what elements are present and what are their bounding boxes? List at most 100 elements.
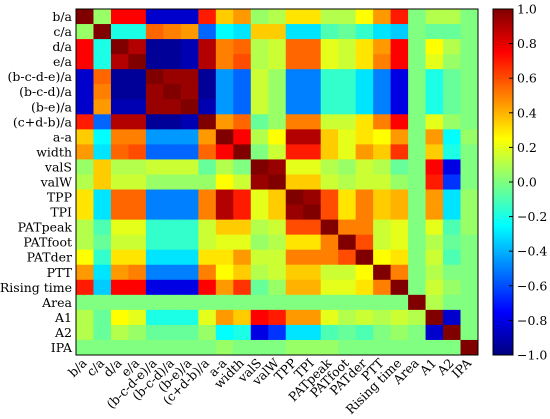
heatmap-cell-width-c-a bbox=[93, 144, 112, 160]
heatmap-cell-patfoot-b-e-a bbox=[180, 234, 199, 251]
colorbar-tick-label: −0.2 bbox=[517, 209, 547, 224]
heatmap-cell-b-c-d-e-a-c-d-b-a bbox=[198, 69, 217, 85]
heatmap-cell-c-d-b-a-patfoot bbox=[338, 114, 357, 130]
heatmap-cell-patfoot-a2 bbox=[443, 234, 461, 251]
heatmap-cell-vals-width bbox=[233, 159, 252, 175]
heatmap-cell-ptt-a1 bbox=[425, 264, 444, 281]
heatmap-cell-e-a-a2 bbox=[443, 54, 461, 70]
heatmap-cell-c-d-b-a-valw bbox=[268, 114, 287, 130]
heatmap-cell-width-rising-time bbox=[390, 144, 409, 160]
row-label-patpeak: PATpeak bbox=[18, 220, 73, 235]
heatmap-cell-tpp-a-a bbox=[215, 189, 234, 205]
heatmap-cell-ipa-c-d-b-a bbox=[198, 339, 217, 356]
heatmap-cell-width-patder bbox=[355, 144, 374, 160]
heatmap-cell-a2-d-a bbox=[110, 324, 129, 341]
heatmap-cell-b-c-d-a-a2 bbox=[443, 84, 461, 100]
heatmap-cell-valw-b-c-d-a bbox=[163, 174, 182, 190]
heatmap-cell-vals-a-a bbox=[215, 159, 234, 175]
heatmap-cell-vals-ptt bbox=[373, 159, 392, 175]
heatmap-cell-d-a-a2 bbox=[443, 39, 461, 55]
heatmap-cell-ipa-vals bbox=[250, 339, 269, 356]
heatmap-cell-patpeak-a2 bbox=[443, 219, 461, 236]
heatmap-cell-patpeak-patfoot bbox=[338, 219, 357, 236]
heatmap-cell-patder-patfoot bbox=[338, 249, 357, 266]
heatmap-cell-d-a-patfoot bbox=[338, 39, 357, 55]
heatmap-cell-b-a-patder bbox=[355, 9, 374, 25]
heatmap-cell-b-a-c-d-b-a bbox=[198, 9, 217, 25]
heatmap-cell-vals-patfoot bbox=[338, 159, 357, 175]
heatmap-cell-c-d-b-a-width bbox=[233, 114, 252, 130]
heatmap-cell-area-c-d-b-a bbox=[198, 294, 217, 311]
heatmap-cell-b-e-a-ptt bbox=[373, 99, 392, 115]
heatmap-cell-ptt-area bbox=[408, 264, 426, 281]
heatmap-cell-a-a-e-a bbox=[128, 129, 147, 145]
heatmap-cell-b-e-a-c-a bbox=[93, 99, 112, 115]
heatmap-cell-patfoot-e-a bbox=[128, 234, 147, 251]
heatmap-cell-b-e-a-width bbox=[233, 99, 252, 115]
heatmap-cell-ptt-b-c-d-a bbox=[163, 264, 182, 281]
heatmap-cell-rising-time-vals bbox=[250, 279, 269, 296]
heatmap-cell-rising-time-patpeak bbox=[320, 279, 339, 296]
colorbar-tick-label: 0.6 bbox=[517, 71, 537, 86]
heatmap-cell-ptt-b-c-d-e-a bbox=[145, 264, 164, 281]
heatmap-cell-a1-vals bbox=[250, 309, 269, 326]
heatmap-cell-d-a-rising-time bbox=[390, 39, 409, 55]
heatmap-cell-e-a-valw bbox=[268, 54, 287, 70]
heatmap-cell-e-a-patder bbox=[355, 54, 374, 70]
heatmap-cell-ipa-a2 bbox=[443, 339, 461, 356]
heatmap-cell-e-a-rising-time bbox=[390, 54, 409, 70]
heatmap-cell-ptt-patpeak bbox=[320, 264, 339, 281]
heatmap-cell-b-a-area bbox=[408, 9, 426, 25]
heatmap-cell-width-b-e-a bbox=[180, 144, 199, 160]
heatmap-cell-patpeak-valw bbox=[268, 219, 287, 236]
colorbar-tick-label: 0.2 bbox=[517, 140, 537, 155]
heatmap-cell-e-a-area bbox=[408, 54, 426, 70]
heatmap-cell-b-e-a-ipa bbox=[460, 99, 479, 115]
heatmap-cell-a1-a-a bbox=[215, 309, 234, 326]
heatmap-cell-vals-c-d-b-a bbox=[198, 159, 217, 175]
heatmap-cell-area-ipa bbox=[460, 294, 479, 311]
heatmap-cell-b-c-d-e-a-tpp bbox=[285, 69, 304, 85]
heatmap-cell-c-a-e-a bbox=[128, 24, 147, 40]
heatmap-cell-c-a-area bbox=[408, 24, 426, 40]
heatmap-cell-valw-width bbox=[233, 174, 252, 190]
heatmap-cell-a1-b-e-a bbox=[180, 309, 199, 326]
heatmap-cell-a2-tpp bbox=[285, 324, 304, 341]
heatmap-cell-b-a-patfoot bbox=[338, 9, 357, 25]
heatmap-cell-ptt-valw bbox=[268, 264, 287, 281]
heatmap-cell-c-d-b-a-b-e-a bbox=[180, 114, 199, 130]
heatmap-cell-width-tpi bbox=[303, 144, 322, 160]
heatmap-cell-a1-tpi bbox=[303, 309, 322, 326]
heatmap-cell-b-e-a-area bbox=[408, 99, 426, 115]
row-label-tpi: TPI bbox=[50, 205, 72, 220]
row-label-c-a: c/a bbox=[53, 24, 72, 39]
heatmap-cell-ipa-patder bbox=[355, 339, 374, 356]
heatmap-cell-valw-c-d-b-a bbox=[198, 174, 217, 190]
heatmap-cell-b-a-e-a bbox=[128, 9, 147, 25]
heatmap-cell-patder-rising-time bbox=[390, 249, 409, 266]
row-label-vals: valS bbox=[44, 159, 72, 174]
heatmap-cell-area-b-e-a bbox=[180, 294, 199, 311]
heatmap-cell-e-a-ptt bbox=[373, 54, 392, 70]
heatmap-cell-patfoot-b-c-d-a bbox=[163, 234, 182, 251]
heatmap-cell-e-a-b-c-d-e-a bbox=[145, 54, 164, 70]
heatmap-cell-patder-e-a bbox=[128, 249, 147, 266]
heatmap-cell-c-a-a2 bbox=[443, 24, 461, 40]
heatmap-cell-ipa-tpp bbox=[285, 339, 304, 356]
heatmap-cell-rising-time-a-a bbox=[215, 279, 234, 296]
heatmap-cell-c-a-ipa bbox=[460, 24, 479, 40]
heatmap-cell-vals-e-a bbox=[128, 159, 147, 175]
heatmap-cell-area-rising-time bbox=[390, 294, 409, 311]
heatmap-cell-width-ipa bbox=[460, 144, 479, 160]
heatmap-cell-b-a-c-a bbox=[93, 9, 112, 25]
heatmap-cell-patder-c-a bbox=[93, 249, 112, 266]
heatmap-cell-b-c-d-e-a-c-a bbox=[93, 69, 112, 85]
heatmap-cell-vals-d-a bbox=[110, 159, 129, 175]
heatmap-cell-c-d-b-a-area bbox=[408, 114, 426, 130]
colorbar-tick-label: −0.8 bbox=[517, 313, 547, 328]
heatmap-cell-b-c-d-a-a-a bbox=[215, 84, 234, 100]
heatmap-cell-e-a-b-e-a bbox=[180, 54, 199, 70]
heatmap-cell-c-d-b-a-b-c-d-e-a bbox=[145, 114, 164, 130]
heatmap-cell-valw-valw bbox=[268, 174, 287, 190]
heatmap-cell-e-a-a1 bbox=[425, 54, 444, 70]
